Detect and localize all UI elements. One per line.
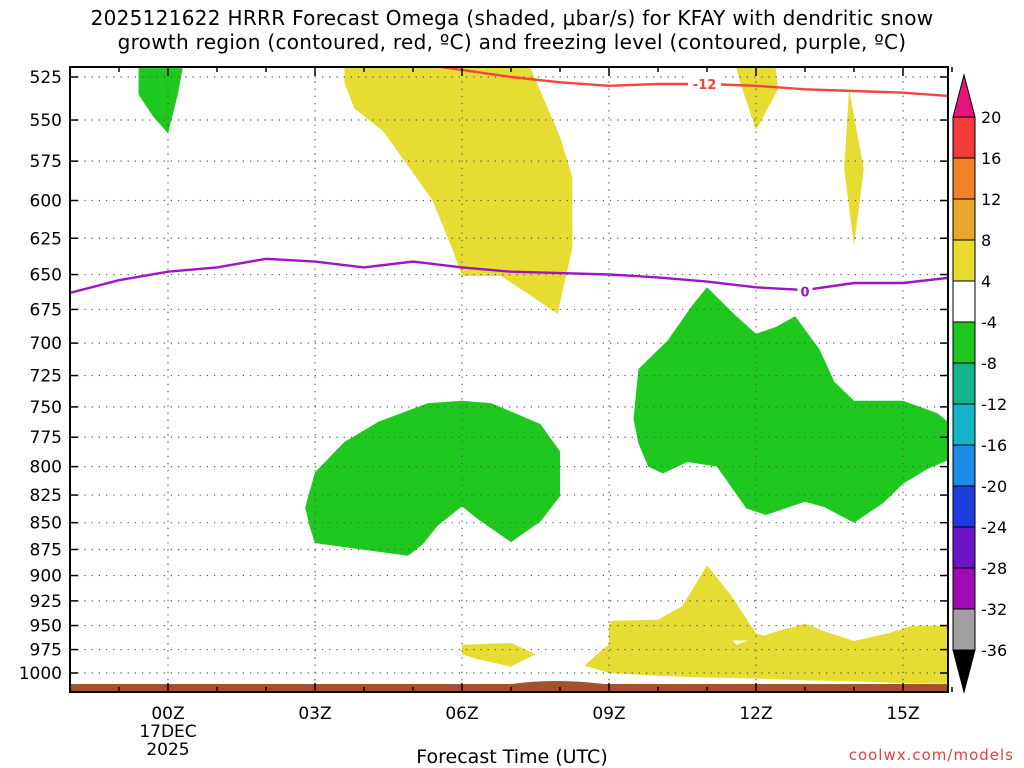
colorbar-box--28_-24 bbox=[952, 526, 976, 569]
ground-strip bbox=[70, 684, 948, 692]
ytick-label-775: 775 bbox=[30, 428, 62, 448]
colorbar-box--12_-8 bbox=[952, 362, 976, 405]
colorbar-box--20_-16 bbox=[952, 444, 976, 487]
colorbar-label: -36 bbox=[981, 641, 1007, 660]
colorbar-label: 4 bbox=[981, 272, 991, 291]
colorbar-arrow-bottom bbox=[952, 649, 976, 694]
omega-region-3 bbox=[462, 642, 536, 667]
omega-region-0 bbox=[344, 68, 573, 314]
ytick-label-900: 900 bbox=[30, 567, 62, 587]
xtick-sublabel-0: 17DEC bbox=[139, 722, 196, 742]
omega-region-2 bbox=[844, 89, 864, 246]
colorbar-box--16_-12 bbox=[952, 403, 976, 446]
chart-title-line-1: 2025121622 HRRR Forecast Omega (shaded, … bbox=[90, 6, 934, 30]
colorbar-box--36_-32 bbox=[952, 608, 976, 651]
xtick-label-15Z: 15Z bbox=[886, 704, 919, 724]
omega-region-6 bbox=[138, 68, 183, 134]
colorbar-label: -32 bbox=[981, 600, 1007, 619]
plot-frame bbox=[69, 66, 953, 693]
xtick-label-09Z: 09Z bbox=[592, 704, 625, 724]
ytick-label-550: 550 bbox=[30, 111, 62, 131]
plot-border bbox=[69, 66, 949, 693]
colorbar-label: -28 bbox=[981, 559, 1007, 578]
colorbar-box-16_20 bbox=[952, 116, 976, 159]
colorbar-label: -20 bbox=[981, 477, 1007, 496]
colorbar-label: -16 bbox=[981, 436, 1007, 455]
colorbar-box-4_8 bbox=[952, 239, 976, 282]
colorbar-box-12_16 bbox=[952, 157, 976, 200]
omega-region-1 bbox=[736, 68, 778, 131]
xtick-label-03Z: 03Z bbox=[298, 704, 331, 724]
colorbar-label: -24 bbox=[981, 518, 1007, 537]
ytick-label-575: 575 bbox=[30, 152, 62, 172]
ytick-label-700: 700 bbox=[30, 334, 62, 354]
omega-region-7 bbox=[305, 400, 560, 556]
ytick-label-925: 925 bbox=[30, 592, 62, 612]
xtick-sublabel-1: 2025 bbox=[146, 740, 189, 760]
ytick-label-725: 725 bbox=[30, 367, 62, 387]
ground-bump bbox=[511, 681, 605, 685]
ytick-label-750: 750 bbox=[30, 398, 62, 418]
ytick-label-525: 525 bbox=[30, 68, 62, 88]
ytick-label-625: 625 bbox=[30, 229, 62, 249]
ytick-label-650: 650 bbox=[30, 266, 62, 286]
ytick-label-600: 600 bbox=[30, 192, 62, 212]
omega-region-8 bbox=[633, 287, 948, 523]
ground-layer bbox=[70, 681, 948, 692]
ytick-label-850: 850 bbox=[30, 514, 62, 534]
contour-label-bg-1 bbox=[797, 283, 813, 300]
omega-region-5 bbox=[609, 565, 781, 641]
ytick-label-950: 950 bbox=[30, 617, 62, 637]
colorbar-box--32_-28 bbox=[952, 567, 976, 610]
colorbar-box--24_-20 bbox=[952, 485, 976, 528]
x-axis-title: Forecast Time (UTC) bbox=[416, 746, 608, 768]
omega-shading-layer bbox=[138, 68, 948, 684]
ytick-label-675: 675 bbox=[30, 300, 62, 320]
colorbar-box--8_-4 bbox=[952, 321, 976, 364]
colorbar-label: 12 bbox=[981, 190, 1001, 209]
watermark-text: coolwx.com/models bbox=[848, 746, 1014, 764]
colorbar-box--4_4 bbox=[952, 280, 976, 323]
contour-layer: -12 0 bbox=[70, 67, 948, 300]
contour-label-1: 0 bbox=[800, 285, 809, 300]
ytick-label-875: 875 bbox=[30, 540, 62, 560]
xtick-label-00Z: 00Z bbox=[151, 704, 184, 724]
colorbar-arrow-top bbox=[952, 73, 976, 118]
ytick-label-825: 825 bbox=[30, 486, 62, 506]
ytick-label-975: 975 bbox=[30, 641, 62, 661]
colorbar-label: 20 bbox=[981, 108, 1001, 127]
colorbar-box-8_12 bbox=[952, 198, 976, 241]
colorbar-label: 16 bbox=[981, 149, 1001, 168]
xtick-label-12Z: 12Z bbox=[739, 704, 772, 724]
axis-labels-layer: 525 550 575 600 625 650 675 700 725 750 775 800 825 8… bbox=[19, 68, 920, 760]
contour-label-0: -12 bbox=[693, 78, 717, 93]
colorbar: 20 16 12 8 4 -4 -8 -12 -16 -20 -24 -28 -32 -36 bbox=[952, 73, 1007, 694]
chart-title: 2025121622 HRRR Forecast Omega (shaded, … bbox=[0, 6, 1024, 54]
colorbar-label: 8 bbox=[981, 231, 991, 250]
xtick-label-06Z: 06Z bbox=[445, 704, 478, 724]
colorbar-label: -8 bbox=[981, 354, 997, 373]
colorbar-label: -4 bbox=[981, 313, 997, 332]
ytick-label-800: 800 bbox=[30, 458, 62, 478]
contour-line-0 bbox=[433, 67, 948, 98]
ytick-label-1000: 1000 bbox=[19, 664, 62, 684]
colorbar-label: -12 bbox=[981, 395, 1007, 414]
chart-title-line-2: growth region (contoured, red, ºC) and f… bbox=[117, 30, 907, 54]
contour-label-bg-0 bbox=[688, 76, 722, 93]
